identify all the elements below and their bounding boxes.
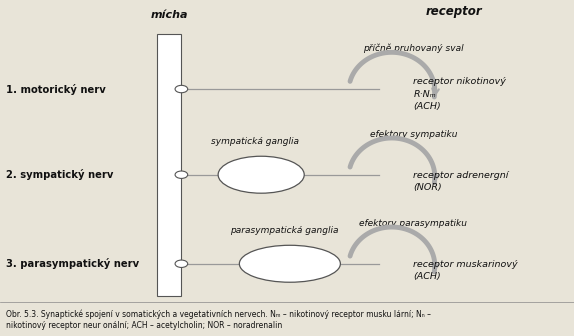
Text: Obr. 5.3. Synaptické spojení v somatických a vegetativních nervech. Nₘ – nikotin: Obr. 5.3. Synaptické spojení v somatický… (6, 309, 430, 319)
Bar (157, 34, 181, 296)
Text: receptor muskarinový
(ACH): receptor muskarinový (ACH) (413, 260, 518, 281)
Circle shape (175, 171, 188, 178)
Circle shape (175, 85, 188, 93)
Text: receptor adrenergní
(NOR): receptor adrenergní (NOR) (413, 171, 509, 192)
Ellipse shape (218, 156, 304, 193)
Text: 1. motorický nerv: 1. motorický nerv (6, 84, 106, 94)
Text: ACH < Nₙ: ACH < Nₙ (238, 170, 284, 180)
Text: 3. parasympatický nerv: 3. parasympatický nerv (6, 258, 139, 269)
Text: nikotinový receptor neur onální; ACH – acetylcholin; NOR – noradrenalin: nikotinový receptor neur onální; ACH – a… (6, 322, 282, 330)
Text: mícha: mícha (150, 10, 188, 20)
Text: 2. sympatický nerv: 2. sympatický nerv (6, 169, 113, 180)
Text: sympatická ganglia: sympatická ganglia (211, 137, 300, 145)
Text: receptor: receptor (425, 5, 482, 18)
Text: efektory sympatiku: efektory sympatiku (370, 130, 457, 139)
Text: efektory parasympatiku: efektory parasympatiku (359, 219, 467, 228)
Circle shape (175, 260, 188, 267)
Text: ACH < Nₙ: ACH < Nₙ (267, 259, 313, 269)
Text: receptor nikotinový
R·Nₘ
(ACH): receptor nikotinový R·Nₘ (ACH) (413, 77, 506, 111)
Text: příčně pruhovaný sval: příčně pruhovaný sval (363, 44, 464, 53)
Text: parasympatická ganglia: parasympatická ganglia (230, 226, 339, 235)
Ellipse shape (239, 245, 340, 282)
